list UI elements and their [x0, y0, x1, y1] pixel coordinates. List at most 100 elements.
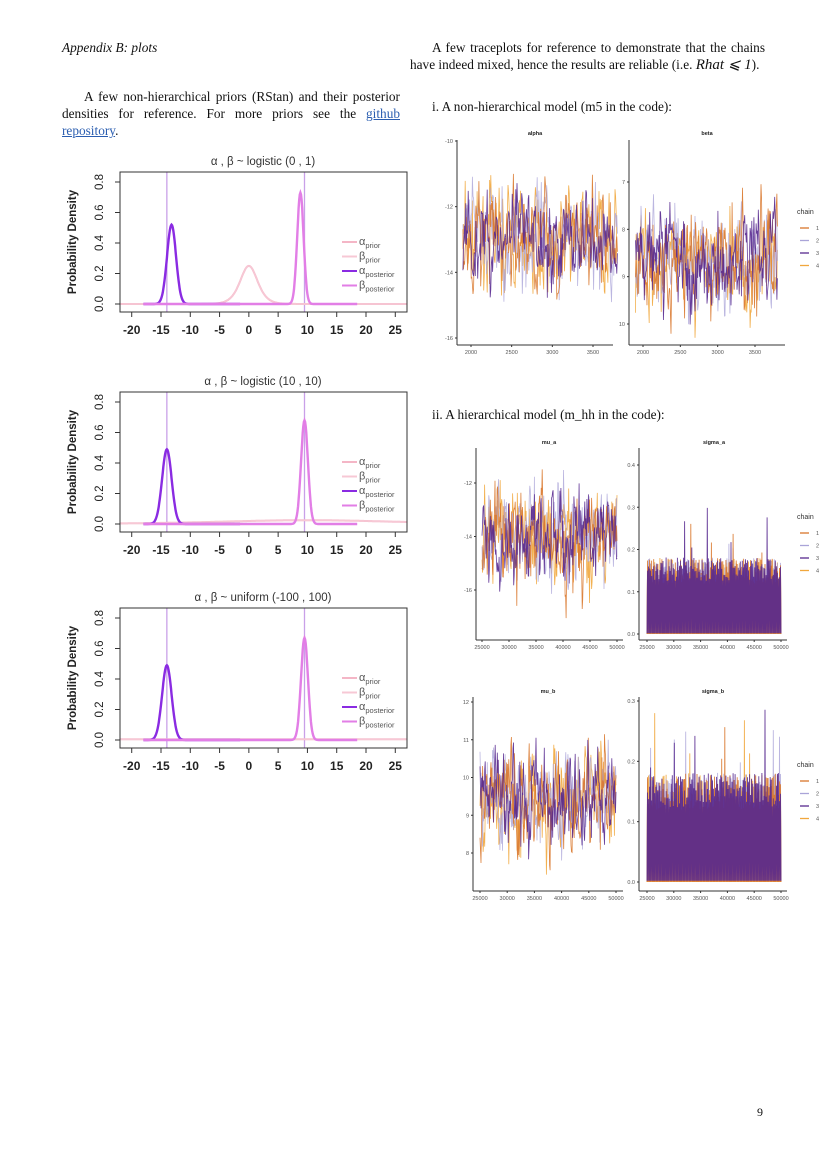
x-tick-label: 50000	[608, 896, 623, 902]
legend-subscript: prior	[365, 241, 381, 250]
chain-3-trace	[646, 507, 782, 634]
y-tick-label: 0.2	[627, 759, 635, 765]
x-tick-label: 45000	[747, 896, 762, 902]
legend-label: 1	[816, 226, 819, 232]
legend-label: 2	[816, 544, 819, 550]
appendix-heading: Appendix B: plots	[62, 40, 158, 55]
y-tick-label: 12	[463, 700, 469, 706]
traceplot-alpha: alpha -16 -14 -12 -10 2000 2500 3000 3500	[445, 131, 618, 356]
x-tick-label: 3500	[587, 350, 599, 356]
x-tick-label: 15	[330, 543, 344, 557]
legend-subscript: prior	[365, 677, 381, 686]
left-paragraph-end: .	[115, 123, 119, 138]
legend-title: chain	[797, 514, 814, 521]
x-tick-label: 30000	[500, 896, 515, 902]
chart-title: α , β ~ logistic (0 , 1)	[211, 156, 316, 168]
x-tick-label: -15	[152, 543, 170, 557]
y-tick-label: 0.4	[94, 670, 106, 687]
x-tick-label: 0	[246, 323, 253, 337]
y-tick-label: 8	[466, 851, 469, 857]
legend-label: 3	[816, 556, 819, 562]
legend-label: αprior	[359, 456, 381, 470]
alpha-posterior-curve	[143, 663, 241, 742]
legend-label: βposterior	[359, 280, 395, 294]
plot-frame	[119, 607, 408, 749]
legend-label: βprior	[359, 687, 381, 701]
chart-title: α , β ~ logistic (10 , 10)	[204, 376, 321, 388]
rhat-math: Rhat ⩽ 1	[695, 57, 752, 73]
x-tick-label: 20	[359, 323, 373, 337]
legend-subscript: prior	[365, 692, 381, 701]
y-tick-label: 0.6	[94, 205, 106, 221]
x-tick-label: 10	[301, 323, 315, 337]
legend-label: 1	[816, 531, 819, 537]
y-tick-label: 0.0	[627, 880, 635, 886]
x-tick-label: 30000	[666, 896, 681, 902]
x-tick-label: -20	[123, 543, 141, 557]
x-tick-label: 40000	[554, 896, 569, 902]
x-tick-label: 40000	[720, 896, 735, 902]
y-tick-label: 0.1	[627, 820, 635, 826]
alpha-posterior-curve	[143, 447, 241, 526]
x-tick-label: 20	[359, 543, 373, 557]
github-repository-link[interactable]: github repository	[62, 106, 400, 138]
y-tick-label: -14	[445, 270, 453, 276]
legend-label: 1	[816, 779, 819, 785]
legend-subscript: posterior	[365, 270, 395, 279]
x-tick-label: 2000	[637, 350, 649, 356]
x-tick-label: -20	[123, 759, 141, 773]
y-tick-label: 7	[622, 180, 625, 186]
legend-label: αprior	[359, 672, 381, 686]
right-paragraph: A few traceplots for reference to demons…	[410, 39, 765, 74]
y-tick-label: 0.3	[627, 505, 635, 511]
plot-frame	[119, 391, 408, 533]
x-tick-label: 15	[330, 323, 344, 337]
x-tick-label: 25000	[472, 896, 487, 902]
left-paragraph-text: A few non-hierarchical priors (RStan) an…	[62, 89, 400, 121]
x-tick-label: 0	[246, 759, 253, 773]
y-tick-label: 10	[463, 776, 469, 782]
y-tick-label: 8	[622, 227, 625, 233]
x-tick-label: 25	[389, 759, 403, 773]
legend-label: βprior	[359, 251, 381, 265]
y-tick-label: 9	[622, 275, 625, 281]
y-tick-label: 0.1	[627, 590, 635, 596]
y-axis-label: Probability Density	[67, 409, 79, 514]
y-tick-label: 0.0	[94, 732, 106, 748]
legend-subscript: prior	[365, 256, 381, 265]
x-tick-label: 40000	[720, 645, 735, 651]
y-tick-label: -10	[445, 139, 453, 145]
chain-3-trace	[635, 196, 778, 325]
x-tick-label: 25000	[639, 645, 654, 651]
panel-title: mu_b	[541, 689, 556, 695]
traceplot-sigma_a: sigma_a 0.0 0.1 0.2 0.3 0.4 25000 30000 35000 400…	[627, 440, 819, 651]
x-tick-label: 25	[389, 543, 403, 557]
x-tick-label: 50000	[609, 645, 624, 651]
x-tick-label: 30000	[666, 645, 681, 651]
chain-3-trace	[646, 709, 782, 881]
x-tick-label: 35000	[527, 896, 542, 902]
legend-label: 4	[816, 569, 819, 575]
traceplot-mu_a: mu_a -16 -14 -12 25000 30000 35000 40000 45000 50…	[464, 440, 625, 651]
y-tick-label: 0.4	[94, 234, 106, 251]
y-tick-label: 0.6	[94, 425, 106, 441]
legend-label: βposterior	[359, 716, 395, 730]
legend-subscript: posterior	[365, 505, 395, 514]
x-tick-label: -5	[214, 323, 225, 337]
panel-title: sigma_a	[703, 440, 726, 446]
traceplot-mu_b: mu_b 8 9 10 11 12 25000 30000 35000 40000 45000 500…	[463, 689, 624, 902]
y-axis-label: Probability Density	[67, 189, 79, 294]
y-tick-label: 9	[466, 813, 469, 819]
legend-label: 4	[816, 264, 819, 270]
beta-posterior-curve	[143, 417, 358, 526]
y-axis-label: Probability Density	[67, 625, 79, 730]
y-tick-label: 0.0	[94, 296, 106, 312]
x-tick-label: 3500	[749, 350, 761, 356]
legend-label: αprior	[359, 236, 381, 250]
x-tick-label: 25	[389, 323, 403, 337]
x-tick-label: 35000	[693, 645, 708, 651]
chain-1-trace	[481, 469, 618, 619]
legend-label: 3	[816, 804, 819, 810]
panel-title: sigma_b	[702, 689, 725, 695]
